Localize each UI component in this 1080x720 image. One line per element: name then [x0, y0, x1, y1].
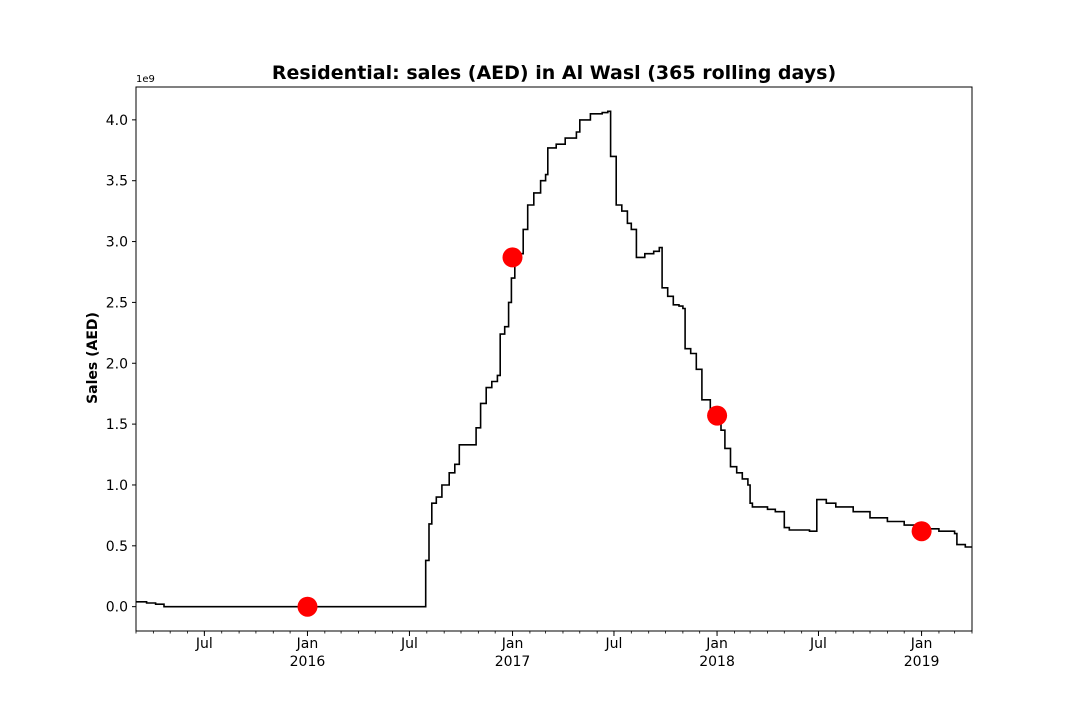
y-tick-label-5: 2.5 — [106, 295, 128, 311]
x-tick-year-3: 2017 — [495, 654, 531, 670]
x-tick-year-1: 2016 — [290, 654, 326, 670]
x-axis: Jul Jan 2016 Jul Jan 2017 Jul Jan 2018 Jul Jan 2019 — [135, 631, 973, 670]
highlight-point-0 — [297, 596, 318, 617]
x-tick-year-7: 2019 — [904, 654, 940, 670]
plot-area — [136, 110, 972, 617]
highlight-point-2 — [707, 405, 728, 426]
y-tick-label-4: 2.0 — [106, 356, 128, 372]
y-tick-label-3: 1.5 — [106, 417, 128, 433]
y-tick-label-1: 0.5 — [106, 539, 128, 555]
y-tick-label-2: 1.0 — [106, 478, 128, 494]
y-axis-label: Sales (AED) — [85, 312, 101, 404]
x-tick-label-7: Jan — [910, 636, 933, 652]
y-tick-label-8: 4.0 — [106, 113, 128, 129]
x-tick-label-1: Jan — [296, 636, 319, 652]
x-tick-label-3: Jan — [501, 636, 524, 652]
plot-frame — [135, 86, 973, 632]
x-tick-label-4: Jul — [605, 636, 623, 652]
x-tick-label-0: Jul — [195, 636, 213, 652]
highlight-point-3 — [911, 521, 932, 542]
y-tick-label-0: 0.0 — [106, 600, 128, 616]
x-tick-year-5: 2018 — [699, 654, 735, 670]
y-axis: 0.0 0.5 1.0 1.5 2.0 2.5 3.0 3.5 4.0 — [106, 113, 136, 616]
highlight-point-1 — [502, 247, 523, 268]
chart-title: Residential: sales (AED) in Al Wasl (365… — [272, 62, 836, 84]
y-tick-label-6: 3.0 — [106, 235, 128, 251]
y-tick-label-7: 3.5 — [106, 174, 128, 190]
x-tick-label-6: Jul — [809, 636, 827, 652]
y-axis-offset-label: 1e9 — [136, 74, 155, 85]
x-tick-label-5: Jan — [705, 636, 728, 652]
series-line-0 — [136, 110, 972, 608]
x-tick-label-2: Jul — [400, 636, 418, 652]
